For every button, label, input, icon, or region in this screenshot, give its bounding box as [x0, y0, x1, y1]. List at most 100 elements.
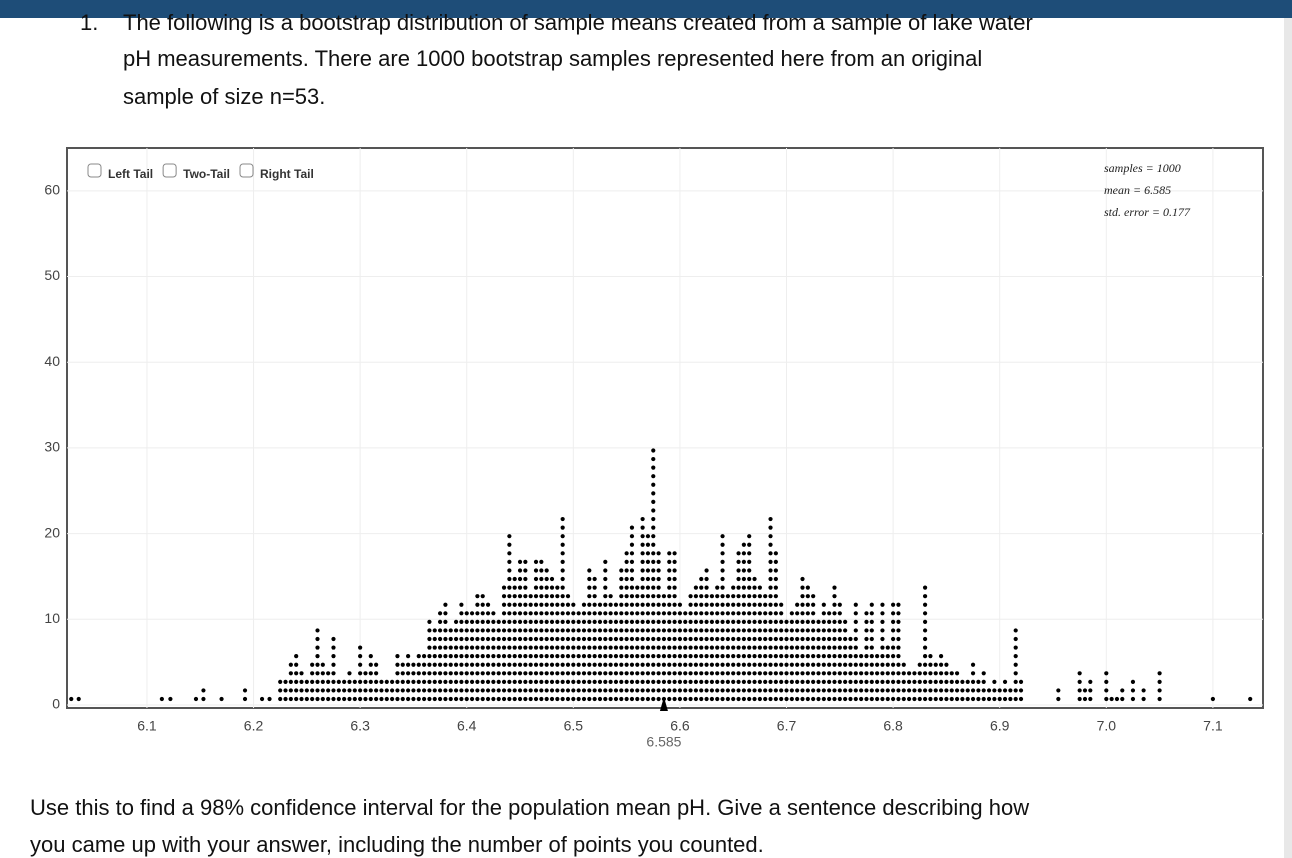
- dot: [608, 628, 613, 633]
- dot: [651, 516, 656, 522]
- dot: [843, 628, 848, 633]
- dot: [757, 654, 762, 659]
- dot: [741, 619, 746, 624]
- dot: [491, 671, 496, 676]
- checkbox[interactable]: [87, 163, 102, 178]
- dot: [310, 662, 315, 667]
- dot: [704, 688, 709, 693]
- dot: [768, 525, 773, 530]
- dot: [437, 645, 443, 650]
- dot: [747, 611, 752, 616]
- dot: [859, 671, 864, 676]
- dot: [555, 654, 560, 659]
- dot-stack: [752, 576, 757, 702]
- dot: [944, 688, 949, 693]
- dot: [949, 688, 954, 693]
- dot: [763, 602, 768, 607]
- dot: [635, 654, 640, 659]
- dot: [544, 619, 549, 624]
- dot: [773, 654, 778, 659]
- dot: [821, 611, 826, 616]
- dot: [576, 679, 581, 684]
- dot: [757, 585, 762, 590]
- dot: [571, 662, 576, 667]
- dot: [437, 628, 443, 633]
- dot-stack: [592, 576, 597, 702]
- dot-stack: [917, 662, 922, 702]
- x-tick-label: 6.5: [564, 718, 584, 734]
- dot: [571, 654, 576, 659]
- dot: [608, 654, 613, 659]
- checkbox-label[interactable]: Left Tail: [108, 167, 153, 181]
- dot: [800, 576, 805, 582]
- dot: [560, 654, 565, 659]
- dot: [517, 645, 523, 650]
- dot: [768, 679, 773, 684]
- dot: [374, 696, 379, 702]
- dot: [672, 576, 677, 582]
- dot: [453, 628, 459, 633]
- dot: [624, 602, 629, 607]
- dot: [443, 679, 448, 684]
- dot: [896, 671, 901, 676]
- checkbox-label[interactable]: Right Tail: [260, 167, 314, 181]
- dot: [507, 688, 512, 693]
- dot: [315, 671, 320, 676]
- tail-checkbox[interactable]: Right Tail: [239, 163, 314, 181]
- plot-frame: [66, 147, 1264, 709]
- dot: [917, 662, 922, 667]
- checkbox-label[interactable]: Two-Tail: [183, 167, 230, 181]
- dot: [757, 671, 762, 676]
- dot: [683, 645, 688, 650]
- dot: [603, 568, 608, 573]
- dot: [507, 654, 512, 659]
- dot: [475, 602, 480, 607]
- dot-stack: [1130, 679, 1136, 702]
- dot: [795, 645, 800, 650]
- dot-stack: [1120, 688, 1125, 702]
- dot: [459, 611, 464, 616]
- dot: [741, 576, 746, 582]
- checkbox[interactable]: [239, 163, 254, 178]
- dot: [539, 585, 544, 590]
- dot: [688, 688, 693, 693]
- mean-label: 6.585: [646, 734, 681, 750]
- dot-stack: [800, 576, 805, 702]
- dot-stack: [656, 551, 661, 702]
- dot: [453, 696, 459, 702]
- dot: [677, 645, 683, 650]
- dot: [656, 671, 661, 676]
- dot: [374, 662, 379, 667]
- dot: [922, 602, 928, 607]
- dot-stack: [283, 679, 288, 702]
- dot: [347, 671, 352, 676]
- dot: [603, 654, 608, 659]
- dot: [448, 636, 453, 642]
- dot: [571, 611, 576, 616]
- dot: [827, 611, 832, 616]
- dot: [416, 696, 421, 702]
- dot: [533, 559, 539, 564]
- dot: [635, 662, 640, 667]
- dot: [981, 671, 986, 676]
- dot: [400, 662, 405, 667]
- dot: [832, 628, 837, 633]
- dot: [294, 662, 299, 667]
- checkbox[interactable]: [162, 163, 177, 178]
- dot: [805, 696, 810, 702]
- dot: [949, 671, 954, 676]
- dot: [555, 628, 560, 633]
- dot: [896, 696, 901, 702]
- dot: [219, 696, 224, 702]
- dot: [592, 654, 597, 659]
- dot: [469, 696, 475, 702]
- dot: [880, 654, 885, 659]
- dot: [667, 568, 672, 573]
- tail-checkbox[interactable]: Two-Tail: [162, 163, 230, 181]
- dot: [816, 645, 821, 650]
- dot: [1056, 696, 1061, 702]
- dot: [938, 662, 944, 667]
- dot: [555, 645, 560, 650]
- dot: [475, 662, 480, 667]
- tail-checkbox[interactable]: Left Tail: [87, 163, 153, 181]
